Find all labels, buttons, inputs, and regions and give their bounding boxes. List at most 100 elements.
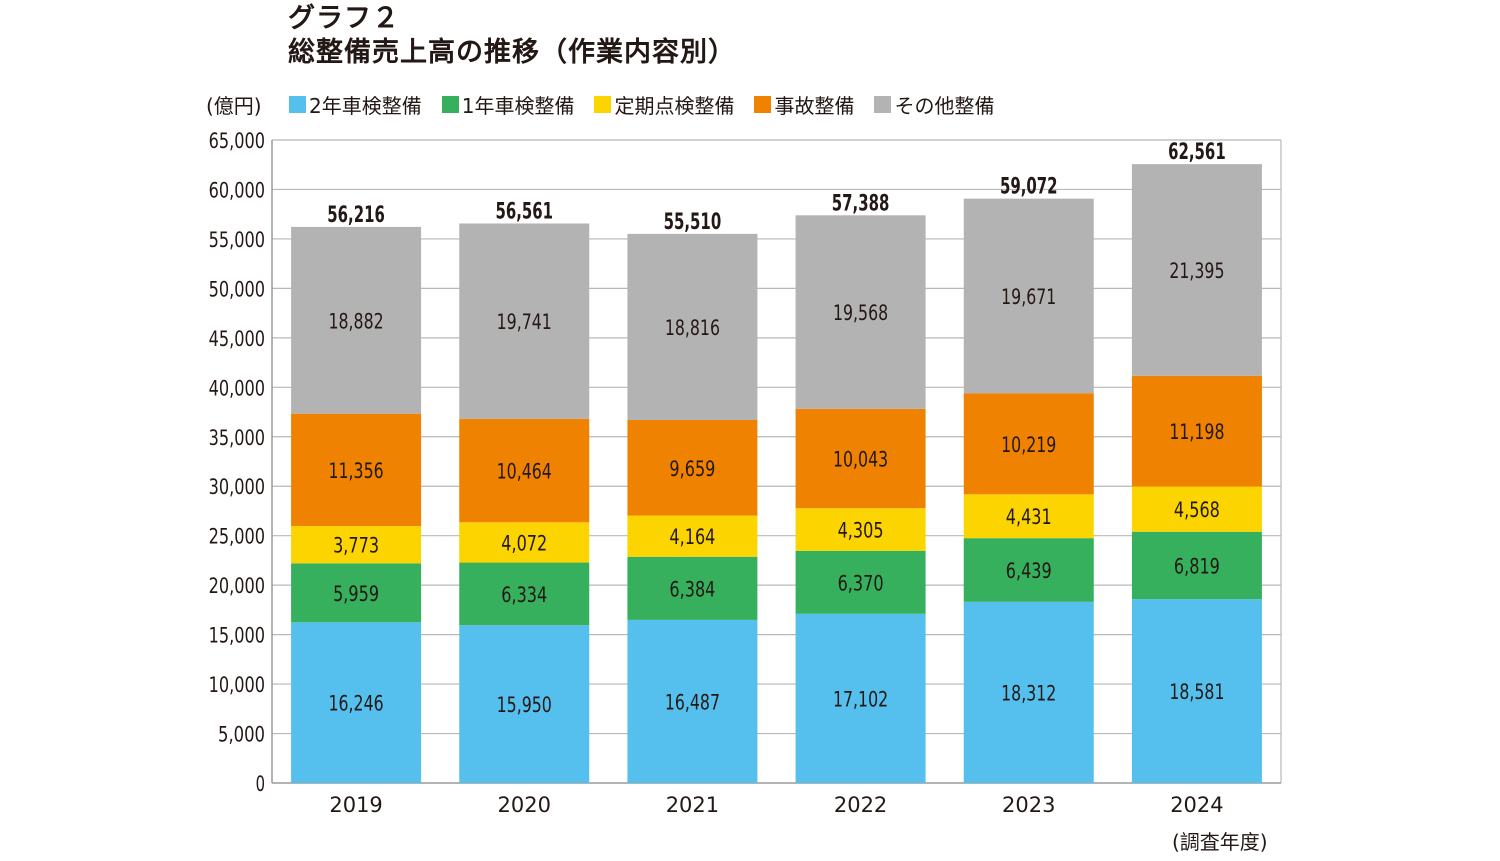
data-label: 6,384 bbox=[669, 577, 715, 601]
data-label: 6,439 bbox=[1006, 559, 1052, 583]
data-label: 4,305 bbox=[838, 519, 884, 543]
bar-segment bbox=[795, 408, 926, 509]
legend-swatch bbox=[874, 96, 892, 113]
bar-segment bbox=[963, 393, 1094, 495]
data-label: 19,568 bbox=[833, 301, 888, 325]
data-label: 19,741 bbox=[497, 310, 552, 334]
total-label: 59,072 bbox=[1000, 175, 1058, 200]
y-tick-label: 25,000 bbox=[209, 525, 265, 549]
data-label: 18,816 bbox=[665, 316, 720, 340]
y-axis-unit-label: (億円) bbox=[206, 94, 262, 118]
y-tick-label: 40,000 bbox=[209, 376, 265, 400]
bar-segment bbox=[291, 226, 422, 414]
y-tick-label: 15,000 bbox=[209, 624, 265, 648]
data-label: 9,659 bbox=[669, 457, 715, 481]
legend-label: 事故整備 bbox=[774, 94, 855, 118]
bar-segment bbox=[795, 613, 926, 783]
legend-item-accident-repair: 事故整備 bbox=[754, 90, 854, 119]
bar-segment bbox=[963, 538, 1094, 602]
bar-segment bbox=[627, 515, 758, 557]
data-label: 16,487 bbox=[665, 690, 720, 714]
data-label: 10,464 bbox=[497, 460, 552, 484]
data-label: 6,334 bbox=[501, 583, 547, 607]
y-tick-label: 30,000 bbox=[209, 475, 265, 499]
legend-label: 定期点検整備 bbox=[614, 94, 735, 118]
data-label: 10,219 bbox=[1001, 433, 1056, 457]
chart-title-line-2: 総整備売上高の推移（作業内容別） bbox=[288, 37, 736, 68]
bar-segment bbox=[291, 563, 422, 623]
total-label: 57,388 bbox=[832, 191, 890, 216]
bar-segment bbox=[291, 413, 422, 527]
y-tick-label: 50,000 bbox=[209, 277, 265, 301]
data-label: 18,581 bbox=[1169, 680, 1224, 704]
bar-segment bbox=[459, 625, 590, 783]
y-tick-label: 10,000 bbox=[209, 673, 265, 697]
data-label: 10,043 bbox=[833, 448, 888, 472]
data-label: 4,431 bbox=[1006, 505, 1052, 529]
y-tick-label: 45,000 bbox=[209, 327, 265, 351]
bar-segment bbox=[627, 619, 758, 783]
total-label: 62,561 bbox=[1168, 140, 1226, 165]
x-tick-label: 2020 bbox=[498, 793, 551, 817]
total-label: 56,216 bbox=[327, 203, 385, 228]
legend-swatch bbox=[441, 96, 459, 113]
data-label: 16,246 bbox=[328, 692, 383, 716]
data-label: 11,198 bbox=[1169, 420, 1224, 444]
x-tick-label: 2022 bbox=[834, 793, 887, 817]
data-label: 6,819 bbox=[1174, 554, 1220, 578]
bar-segment bbox=[459, 522, 590, 563]
data-label: 21,395 bbox=[1169, 259, 1224, 283]
bar-segment bbox=[627, 556, 758, 620]
legend-item-other-maintenance: その他整備 bbox=[874, 90, 994, 119]
chart-title-line-1: グラフ２ bbox=[288, 3, 400, 34]
x-axis-unit-label: (調査年度) bbox=[1172, 830, 1268, 854]
y-tick-label: 35,000 bbox=[209, 426, 265, 450]
y-tick-label: 0 bbox=[256, 772, 265, 796]
x-tick-label: 2023 bbox=[1002, 793, 1055, 817]
bar-segment bbox=[795, 215, 926, 409]
x-tick-label: 2019 bbox=[329, 793, 382, 817]
data-label: 11,356 bbox=[328, 459, 383, 483]
legend-swatch bbox=[594, 96, 612, 113]
plot-area bbox=[272, 140, 1281, 783]
y-tick-label: 5,000 bbox=[218, 723, 265, 747]
bar-segment bbox=[1131, 486, 1262, 532]
bar-segment bbox=[963, 601, 1094, 783]
data-label: 4,072 bbox=[501, 531, 547, 555]
bar-segment bbox=[627, 420, 758, 516]
total-label: 56,561 bbox=[495, 199, 553, 224]
data-label: 4,164 bbox=[669, 525, 715, 549]
legend-label: その他整備 bbox=[894, 94, 995, 118]
bar-segment bbox=[1131, 531, 1262, 600]
data-label: 6,370 bbox=[838, 571, 884, 595]
y-tick-label: 60,000 bbox=[209, 178, 265, 202]
x-tick-label: 2024 bbox=[1170, 793, 1223, 817]
data-label: 18,882 bbox=[328, 309, 383, 333]
legend-item-1yr-inspection: 1年車検整備 bbox=[441, 90, 575, 119]
chart-legend: 2年車検整備 1年車検整備 定期点検整備 事故整備 その他整備 bbox=[289, 90, 1014, 119]
bar-segment bbox=[795, 550, 926, 614]
legend-swatch bbox=[289, 96, 306, 113]
y-tick-label: 55,000 bbox=[209, 228, 265, 252]
data-label: 19,671 bbox=[1001, 285, 1056, 309]
bar-segment bbox=[1131, 375, 1262, 487]
legend-label: 2年車検整備 bbox=[309, 94, 422, 118]
bar-segment bbox=[291, 622, 422, 783]
total-label: 55,510 bbox=[664, 210, 722, 235]
chart-title: グラフ２ 総整備売上高の推移（作業内容別） bbox=[288, 2, 736, 70]
data-label: 15,950 bbox=[497, 693, 552, 717]
bar-segment bbox=[291, 526, 422, 564]
legend-item-periodic-inspection: 定期点検整備 bbox=[594, 90, 734, 119]
bar-segment bbox=[795, 508, 926, 551]
bar-segment bbox=[459, 418, 590, 523]
legend-item-2yr-inspection: 2年車検整備 bbox=[289, 90, 422, 119]
legend-label: 1年車検整備 bbox=[461, 94, 575, 118]
bar-segment bbox=[1131, 164, 1262, 376]
data-label: 4,568 bbox=[1174, 498, 1220, 522]
y-tick-label: 20,000 bbox=[209, 574, 265, 598]
data-label: 3,773 bbox=[333, 534, 379, 558]
data-label: 17,102 bbox=[833, 687, 888, 711]
bar-segment bbox=[459, 223, 590, 419]
y-tick-label: 65,000 bbox=[209, 129, 265, 153]
